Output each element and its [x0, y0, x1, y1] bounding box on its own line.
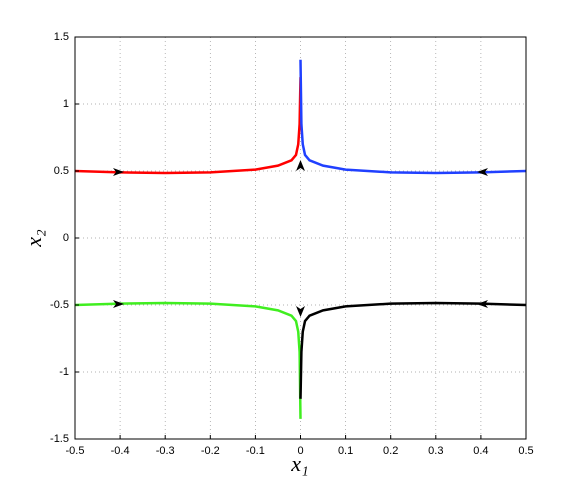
arrows: [113, 160, 488, 317]
y-tick-label: -1: [59, 366, 69, 378]
arrow: [113, 300, 124, 308]
x-tick-label: -0.1: [246, 445, 265, 457]
y-tick-label: 1: [63, 98, 69, 110]
arrow: [296, 160, 305, 171]
x-tick-label: -0.3: [156, 445, 175, 457]
trajectory: [74, 301, 302, 419]
arrow: [477, 168, 488, 176]
y-axis-label: x₂: [21, 229, 46, 248]
x-tick-label: 0.4: [473, 445, 488, 457]
x-axis-label: x₁: [290, 451, 308, 476]
x-tick-label: 0: [297, 445, 303, 457]
trajectory: [74, 77, 302, 175]
curves: [74, 59, 527, 419]
y-tick-label: 0.5: [54, 165, 69, 177]
x-tick-label: -0.2: [201, 445, 220, 457]
x-tick-label: -0.5: [66, 445, 85, 457]
arrow: [477, 300, 488, 308]
arrow: [113, 168, 124, 176]
y-tick-label: 0: [63, 232, 69, 244]
arrow: [296, 306, 305, 317]
x-tick-label: 0.5: [518, 445, 533, 457]
trajectory: [299, 59, 527, 175]
y-tick-label: 1.5: [54, 31, 69, 43]
x-tick-label: 0.3: [428, 445, 443, 457]
y-tick-label: -0.5: [50, 299, 69, 311]
x-tick-label: -0.4: [111, 445, 130, 457]
y-tick-label: -1.5: [50, 433, 69, 445]
trajectory: [299, 301, 527, 399]
x-tick-label: 0.1: [338, 445, 353, 457]
x-tick-label: 0.2: [383, 445, 398, 457]
